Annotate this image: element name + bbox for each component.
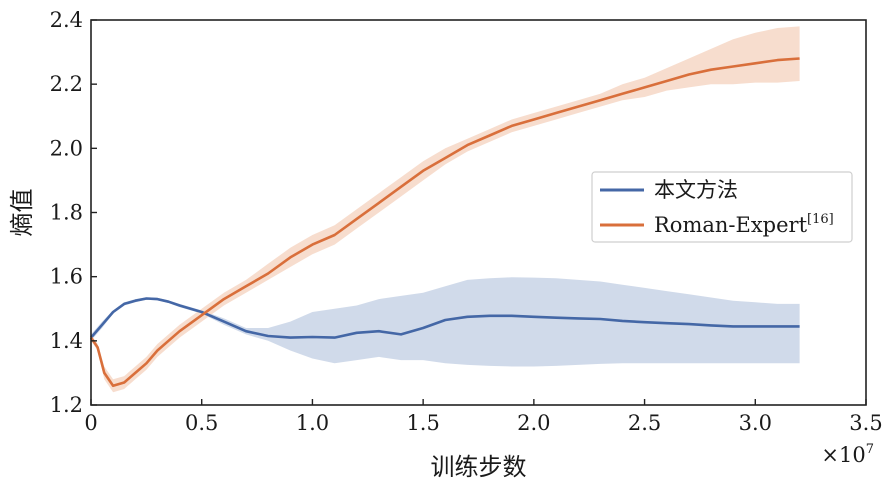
confidence-bands	[91, 26, 800, 393]
legend-label-roman-expert: Roman-Expert[16]	[654, 212, 834, 237]
x-tick-label: 1.5	[406, 411, 439, 435]
x-tick-label: 0	[84, 411, 97, 435]
x-tick-label: 2.0	[517, 411, 550, 435]
y-axis-ticks: 1.2 1.4 1.6 1.8 2.0 2.2 2.4	[50, 8, 97, 417]
legend-label-method: 本文方法	[654, 178, 738, 202]
x-axis-multiplier-exponent: 7	[866, 442, 874, 457]
y-tick-label: 1.4	[50, 329, 83, 353]
legend: 本文方法 Roman-Expert[16]	[591, 171, 853, 243]
x-tick-label: 3.5	[849, 411, 882, 435]
x-axis-multiplier: ×107	[821, 442, 874, 467]
y-tick-label: 2.0	[50, 136, 83, 160]
y-tick-label: 2.2	[50, 72, 83, 96]
confidence-band-1	[91, 26, 800, 393]
y-axis-label: 熵值	[8, 189, 36, 237]
y-tick-label: 1.2	[50, 393, 83, 417]
legend-box	[591, 171, 853, 243]
y-tick-label: 2.4	[50, 8, 83, 32]
confidence-band-0	[91, 277, 800, 367]
y-tick-label: 1.6	[50, 265, 83, 289]
legend-label-roman-expert-ref: [16]	[807, 212, 834, 227]
x-axis-ticks: 0 0.5 1.0 1.5 2.0 2.5 3.0 3.5	[84, 399, 883, 435]
x-axis-multiplier-base: ×10	[821, 443, 865, 467]
legend-label-roman-expert-name: Roman-Expert	[654, 213, 808, 237]
y-tick-label: 1.8	[50, 201, 83, 225]
x-axis-label: 训练步数	[431, 453, 527, 481]
series-line-0	[90, 297, 800, 339]
x-tick-label: 1.0	[296, 411, 329, 435]
series-line-1	[89, 57, 800, 388]
x-tick-label: 3.0	[739, 411, 772, 435]
x-tick-label: 2.5	[628, 411, 661, 435]
series-lines	[89, 57, 800, 388]
x-tick-label: 0.5	[185, 411, 218, 435]
